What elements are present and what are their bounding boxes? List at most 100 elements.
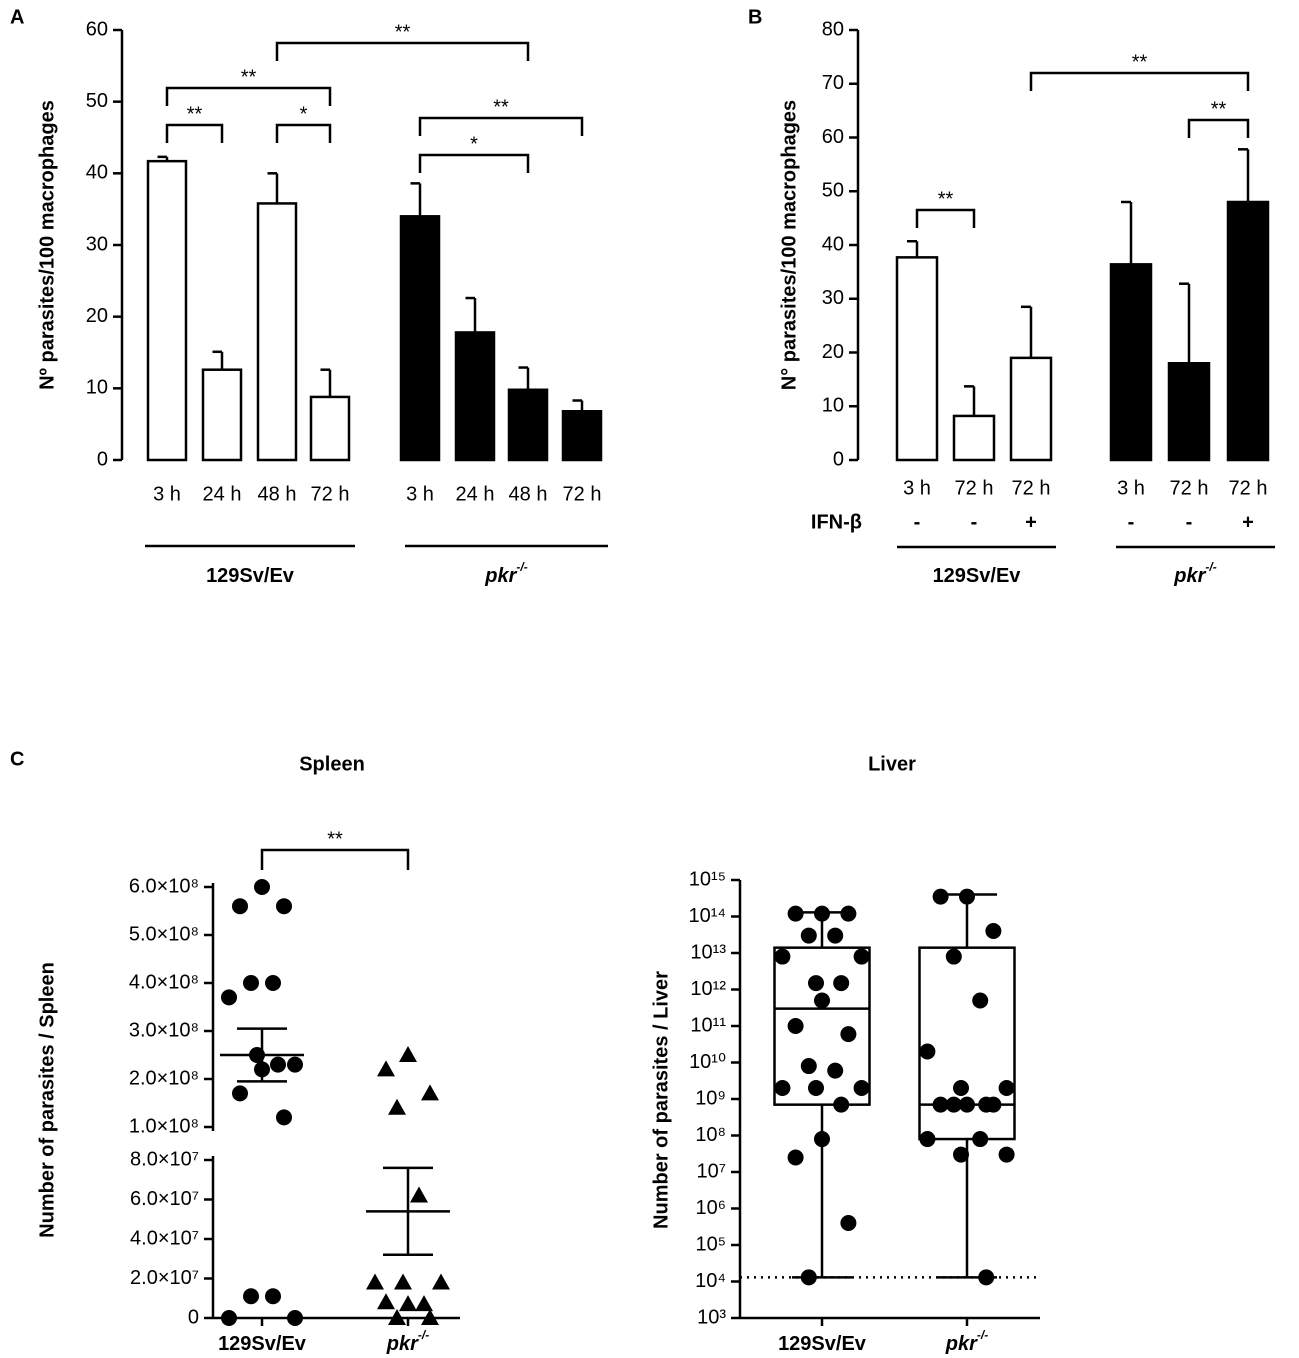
significance-bracket [260,848,410,870]
y-tick-label: 50 [86,90,108,112]
point [366,1273,384,1290]
significance-label: ** [327,828,343,850]
y-axis-label: Nº parasites/100 macrophages [36,100,58,390]
point [787,905,804,922]
point [953,1080,969,1097]
point [827,1062,844,1079]
point [388,1098,406,1115]
x-tick-label: 3 h [153,483,181,505]
group-label: 129Sv/Ev [933,565,1022,587]
point [840,905,857,922]
y-tick-label: 80 [822,18,844,40]
y-tick-label: 50 [822,180,844,202]
x-tick-label: 3 h [406,483,434,505]
point [394,1273,412,1290]
point [421,1309,439,1325]
treatment-label: + [1242,511,1254,533]
treatment-label: - [914,511,921,533]
treatment-label: - [1128,511,1135,533]
point [932,1096,949,1113]
point [276,898,292,915]
y-tick-label: 30 [822,287,844,309]
chart-title: Liver [868,753,916,775]
group-label: pkr-/- [484,560,527,587]
point [774,1080,791,1097]
y-axis-label: Number of parasites / Liver [650,971,672,1229]
significance-bracket [1029,71,1250,91]
point [808,1080,824,1097]
group-label: 129Sv/Ev [218,1333,307,1355]
x-tick-label: 72 h [955,477,994,499]
group-label: pkr-/- [1173,560,1216,587]
x-tick-label: 3 h [903,477,931,499]
y-tick-label: 30 [86,233,108,255]
group-label: 129Sv/Ev [778,1333,867,1355]
point [415,1295,433,1312]
group-superscript: -/- [977,1328,988,1342]
point [932,888,949,905]
group-name: pkr [945,1333,978,1355]
significance-bracket [275,123,332,143]
y-tick-label: 40 [86,162,108,184]
point [221,989,237,1006]
point [978,1269,995,1286]
box [773,946,871,1106]
point [287,1056,303,1073]
x-tick-label: 72 h [1012,477,1051,499]
treatment-label: + [1025,511,1037,533]
x-tick-label: 72 h [563,483,602,505]
point [919,1043,936,1060]
bar [399,215,441,462]
group-superscript: -/- [1205,560,1216,574]
y-tick-label: 4.0×10⁷ [130,1227,199,1249]
y-tick-label: 1.0×10⁸ [129,1115,199,1137]
significance-bracket [1187,118,1250,138]
point [243,975,259,991]
point [814,992,830,1009]
panel-label: C [10,748,24,770]
point [853,1080,870,1097]
significance-label: ** [187,103,203,125]
point [377,1060,395,1077]
point [985,923,1002,940]
point [287,1310,303,1326]
point [808,975,824,992]
y-tick-label: 6.0×10⁷ [130,1188,199,1210]
bar [309,395,351,462]
point [399,1295,417,1312]
point [959,888,975,905]
point [232,898,248,915]
y-tick-label: 6.0×10⁸ [129,875,199,897]
y-tick-label: 10¹⁵ [689,868,726,890]
x-tick-label: 72 h [1170,477,1209,499]
x-tick-label: 48 h [258,483,297,505]
y-tick-label: 10⁸ [695,1124,726,1146]
point [800,1269,817,1286]
point [221,1310,237,1326]
chart-title: Spleen [299,753,365,775]
y-tick-label: 2.0×10⁸ [129,1067,199,1089]
bar [561,410,603,462]
point [399,1046,417,1062]
significance-bracket [165,123,224,143]
point [985,1096,1002,1113]
y-tick-label: 20 [86,305,108,327]
significance-bracket [418,116,584,136]
point [421,1084,439,1101]
y-axis-label: Number of parasites / Spleen [36,962,58,1238]
bar [454,331,496,462]
y-tick-label: 60 [86,18,108,40]
point [265,975,281,991]
x-tick-label: 24 h [203,483,242,505]
point [945,948,962,965]
y-tick-label: 0 [833,448,844,470]
x-tick-label: 24 h [456,483,495,505]
point [388,1309,406,1325]
group-name: 129Sv/Ev [206,565,295,587]
bar [146,159,188,462]
significance-label: ** [1211,98,1227,120]
y-tick-label: 10⁷ [697,1160,726,1182]
group-label: 129Sv/Ev [206,565,295,587]
point [774,948,791,965]
